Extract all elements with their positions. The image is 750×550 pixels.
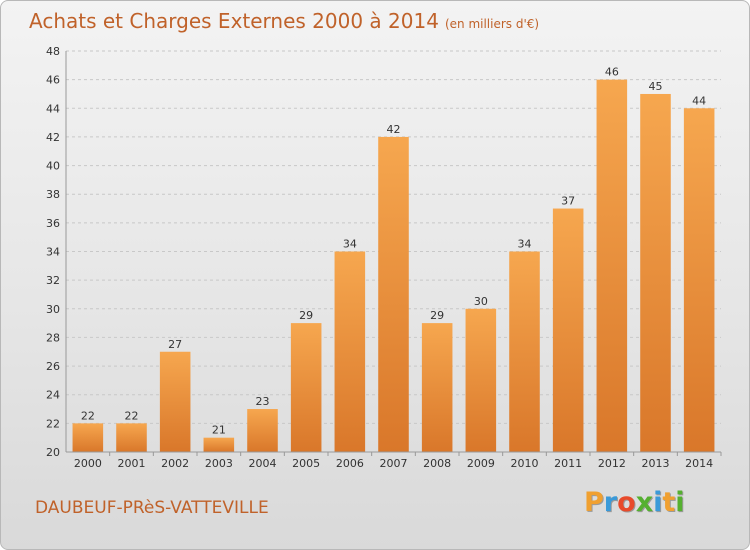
value-label: 22 [125,409,139,422]
value-label: 42 [387,123,401,136]
x-tick-label: 2006 [336,457,364,470]
bar-2009 [465,308,497,452]
x-tick-label: 2004 [249,457,277,470]
logo-letter: t [662,487,676,518]
x-tick-label: 2014 [685,457,713,470]
bar-2008 [421,323,453,452]
bar-2010 [509,251,540,452]
value-label: 27 [168,338,182,351]
value-label: 30 [474,295,488,308]
chart-unit: (en milliers d'€) [444,17,540,31]
bar-2012 [596,79,628,453]
y-tick-label: 48 [46,45,60,58]
y-tick-label: 36 [46,217,60,230]
bar-2001 [116,423,147,452]
y-tick-label: 44 [46,102,60,115]
bar-2005 [290,323,322,452]
bar-2004 [247,409,278,452]
y-tick-label: 40 [46,160,60,173]
bar-2002 [159,351,191,452]
bar-2003 [203,437,235,452]
y-tick-label: 34 [46,246,60,259]
x-tick-label: 2000 [74,457,102,470]
x-tick-label: 2013 [642,457,670,470]
value-label: 23 [256,395,270,408]
value-label: 34 [343,238,357,251]
y-tick-label: 30 [46,303,60,316]
y-tick-label: 24 [46,389,60,402]
y-tick-label: 28 [46,331,60,344]
y-tick-label: 26 [46,360,60,373]
y-tick-label: 22 [46,417,60,430]
bars [72,79,715,453]
y-tick-label: 42 [46,131,60,144]
x-tick-label: 2002 [161,457,189,470]
value-label: 21 [212,424,226,437]
value-label: 44 [692,94,706,107]
chart-title: Achats et Charges Externes 2000 à 2014 (e… [29,9,539,33]
x-tick-label: 2007 [380,457,408,470]
city-name: DAUBEUF-PRèS-VATTEVILLE [35,498,269,518]
logo-letter: i [653,487,663,518]
y-tick-label: 32 [46,274,60,287]
y-axis: 20 22 24 26 28 30 32 34 36 38 40 42 44 46 48 [46,45,67,459]
logo-letter: x [635,487,654,518]
value-labels: 22 22 27 21 23 29 34 42 29 30 34 37 46 45 44 [81,66,706,437]
value-label: 34 [518,238,532,251]
logo-letter: o [617,487,636,518]
bar-2013 [640,93,671,452]
x-tick-label: 2003 [205,457,233,470]
value-label: 37 [561,195,575,208]
y-tick-label: 38 [46,188,60,201]
x-tick-label: 2010 [511,457,539,470]
x-tick-label: 2005 [292,457,320,470]
bar-2000 [72,423,104,452]
value-label: 46 [605,66,619,79]
y-tick-label: 46 [46,74,60,87]
logo-letter: P [584,487,604,518]
bar-2007 [378,136,409,452]
chart-title-text: Achats et Charges Externes 2000 à 2014 [29,9,439,33]
proxiti-logo: Proxiti [584,487,685,518]
logo-letter: i [675,487,685,518]
value-label: 45 [649,80,663,93]
x-tick-label: 2008 [423,457,451,470]
x-tick-label: 2009 [467,457,495,470]
value-label: 29 [299,309,313,322]
x-axis: 2000 2001 2002 2003 2004 2005 2006 2007 2008 2009… [66,451,722,470]
bar-2014 [683,108,715,453]
x-tick-label: 2011 [554,457,582,470]
bar-2011 [552,208,584,452]
x-tick-label: 2012 [598,457,626,470]
value-label: 29 [430,309,444,322]
x-tick-label: 2001 [118,457,146,470]
logo-letter: r [603,487,618,518]
y-tick-label: 20 [46,446,60,459]
bar-2006 [334,251,366,452]
value-label: 22 [81,409,95,422]
